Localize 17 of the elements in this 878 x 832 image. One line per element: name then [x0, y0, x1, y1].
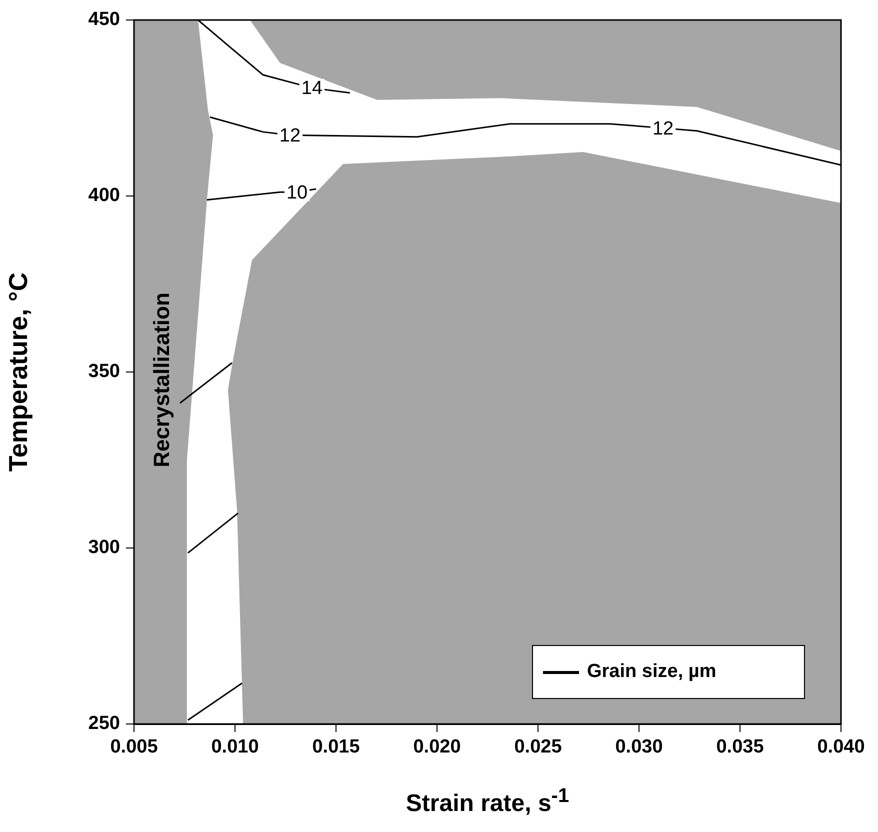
x-tick-label: 0.035 [716, 736, 764, 758]
x-tick-label: 0.040 [817, 736, 865, 758]
y-tick-label: 350 [88, 361, 120, 382]
y-tick-label: 450 [88, 9, 120, 30]
x-tick-label: 0.020 [413, 736, 461, 758]
y-tick-label: 250 [88, 713, 120, 734]
legend-label: Grain size, µm [587, 661, 716, 683]
x-axis-title: Strain rate, s$^{-1}$ [404, 785, 570, 818]
y-tick-label: 400 [88, 185, 120, 206]
x-tick-label: 0.030 [615, 736, 663, 758]
x-tick-label: 0.005 [110, 736, 158, 758]
x-tick-label: 0.015 [312, 736, 360, 758]
annotation: Recrystallization [149, 292, 174, 468]
y-tick-label: 300 [88, 537, 120, 558]
y-axis-title: Temperature, °C [2, 272, 33, 472]
x-tick-label: 0.010 [211, 736, 259, 758]
x-tick-label: 0.025 [514, 736, 562, 758]
